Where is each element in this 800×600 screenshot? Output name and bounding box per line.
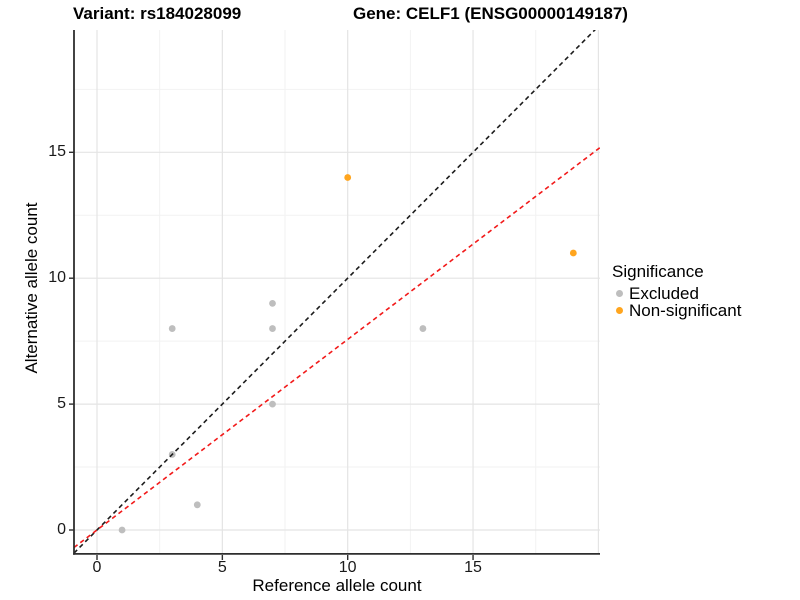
legend-label-excluded: Excluded	[629, 283, 699, 303]
title-row: Variant: rs184028099 Gene: CELF1 (ENSG00…	[0, 4, 800, 26]
x-tick-label: 15	[464, 559, 482, 576]
legend: Significance Excluded Non-significant	[612, 262, 742, 320]
y-tick-label: 10	[48, 269, 66, 287]
plot-panel	[69, 30, 600, 560]
x-tick-label: 10	[338, 559, 357, 576]
data-point-excluded[interactable]	[193, 501, 201, 509]
excluded-dot-icon	[616, 290, 623, 297]
identity-line	[74, 30, 596, 553]
x-axis-title: Reference allele count	[252, 576, 422, 595]
legend-item-excluded: Excluded	[612, 283, 741, 303]
data-point-non-significant[interactable]	[569, 249, 577, 257]
legend-title: Significance	[612, 262, 704, 281]
y-tick-label: 0	[57, 521, 66, 538]
data-point-excluded[interactable]	[269, 400, 276, 408]
data-point-excluded[interactable]	[118, 526, 126, 534]
y-tick-label: 5	[57, 395, 66, 413]
data-point-excluded[interactable]	[168, 325, 176, 332]
data-point-excluded[interactable]	[269, 325, 276, 332]
data-point-excluded[interactable]	[419, 325, 427, 332]
x-tick-label: 5	[217, 559, 227, 576]
legend-item-non-significant: Non-significant	[612, 300, 742, 320]
expected-ratio-line	[74, 146, 600, 549]
y-tick-label: 15	[48, 143, 66, 161]
gene-title: Gene: CELF1 (ENSG00000149187)	[353, 4, 628, 23]
legend-label-non-significant: Non-significant	[629, 300, 742, 320]
data-point-non-significant[interactable]	[344, 174, 352, 181]
variant-title: Variant: rs184028099	[73, 4, 242, 23]
data-point-excluded[interactable]	[269, 299, 276, 307]
y-axis-title: Alternative allele count	[22, 202, 41, 374]
non-significant-dot-icon	[616, 307, 623, 314]
x-tick-label: 0	[92, 559, 102, 576]
